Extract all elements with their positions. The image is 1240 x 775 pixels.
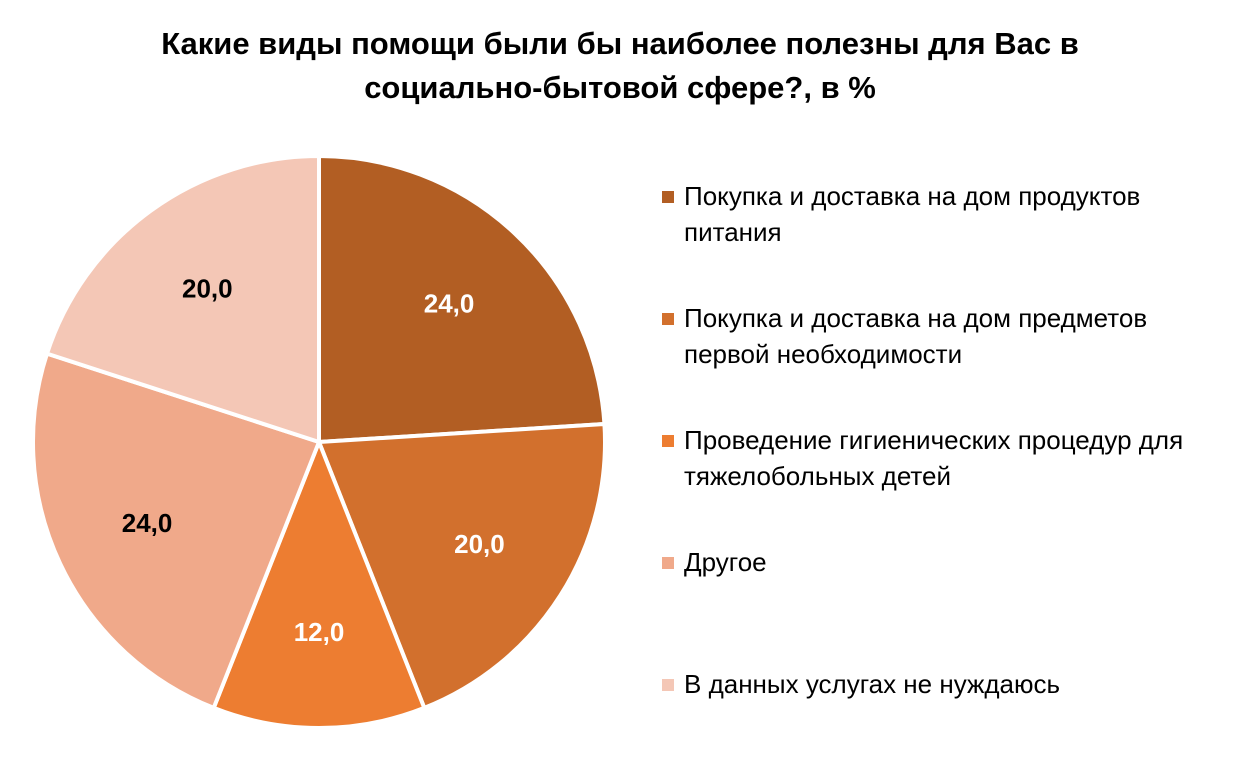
- legend-swatch: [662, 679, 674, 691]
- pie-data-labels: 24,0 20,0 12,0 24,0 20,0: [122, 273, 505, 647]
- legend-label: Покупка и доставка на дом предметов перв…: [684, 303, 1148, 369]
- pie-data-label: 24,0: [122, 508, 173, 538]
- pie-slice-food: [317, 154, 607, 444]
- legend-item-not-needed: В данных услугах не нуждаюсь: [662, 666, 1222, 702]
- pie-slice-not-needed: [44, 154, 321, 444]
- legend-item-essentials: Покупка и доставка на дом предметов перв…: [662, 300, 1222, 372]
- legend-item-food: Покупка и доставка на дом продуктов пита…: [662, 178, 1222, 250]
- pie-data-label: 20,0: [182, 273, 233, 303]
- pie-slices: [31, 154, 607, 730]
- legend-swatch: [662, 557, 674, 569]
- chart-title: Какие виды помощи были бы наиболее полез…: [161, 26, 1079, 105]
- pie-slice-hygiene: [211, 440, 427, 730]
- pie-slice-essentials: [317, 422, 607, 710]
- legend-swatch: [662, 191, 674, 203]
- legend-swatch: [662, 435, 674, 447]
- legend-label: Другое: [684, 547, 767, 577]
- legend-item-hygiene: Проведение гигиенических процедур для тя…: [662, 422, 1222, 494]
- legend-label: Покупка и доставка на дом продуктов пита…: [684, 181, 1141, 247]
- pie-data-label: 12,0: [294, 617, 345, 647]
- pie-data-label: 20,0: [454, 529, 505, 559]
- pie-data-label: 24,0: [424, 288, 475, 318]
- legend-swatch: [662, 313, 674, 325]
- legend-label: Проведение гигиенических процедур для тя…: [684, 425, 1184, 491]
- legend-item-other: Другое: [662, 544, 1222, 580]
- pie-slice-other: [31, 351, 321, 710]
- legend-label: В данных услугах не нуждаюсь: [684, 669, 1061, 699]
